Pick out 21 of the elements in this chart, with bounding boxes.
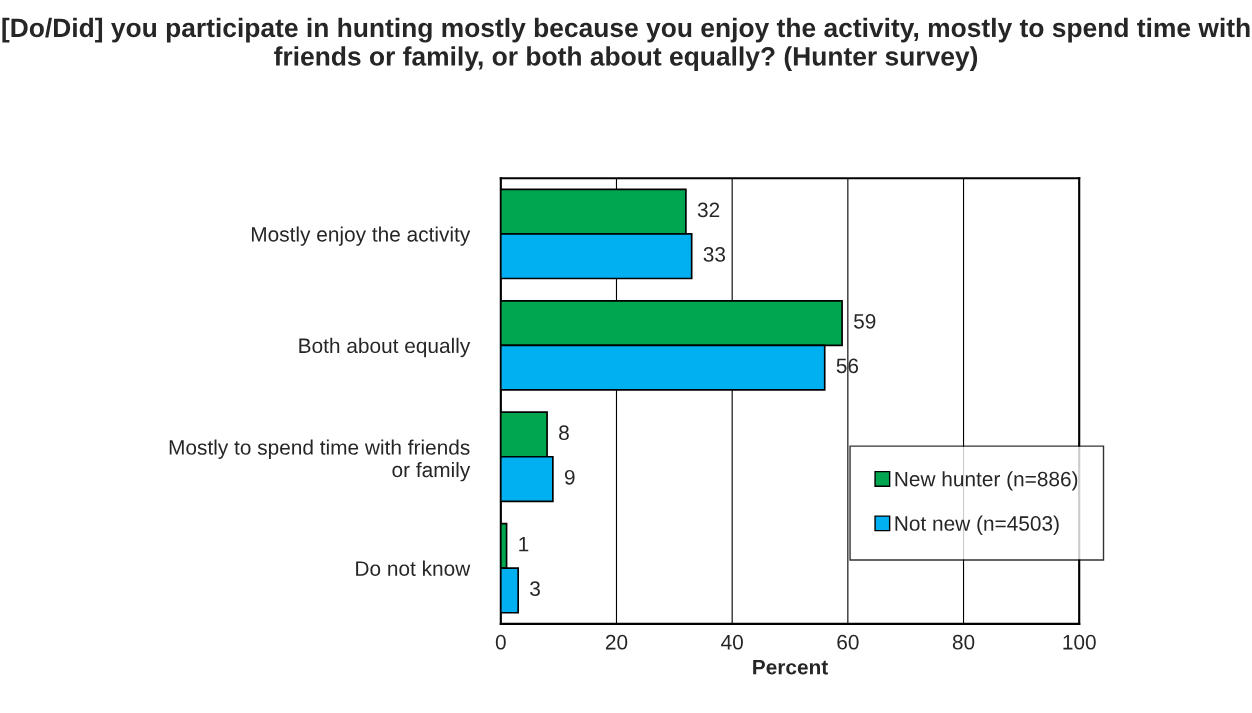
y-tick-label: Mostly enjoy the activity	[251, 226, 471, 246]
x-tick-label: 0	[495, 634, 506, 650]
data-label: 3	[530, 581, 540, 597]
data-label: 8	[559, 425, 569, 441]
data-label: 32	[697, 202, 720, 218]
y-tick-label: Both about equally	[299, 337, 471, 358]
chart-title: [Do/Did] you participate in hunting mostly because you enjoy the activity, mostly to spend time with friends or family, or both about equally? (Hunter survey)	[2, 17, 1250, 71]
y-tick-label: Mostly to spend time with friends or family	[169, 439, 471, 482]
x-tick-label: 80	[952, 634, 975, 650]
data-label: 1	[519, 536, 529, 552]
legend-label: Not new (n=4503)	[895, 515, 1059, 535]
x-tick-label: 40	[721, 634, 743, 650]
x-tick-label: 60	[837, 634, 859, 650]
data-label: 33	[703, 247, 726, 262]
legend-label: New hunter (n=886)	[895, 471, 1078, 491]
x-tick-label: 20	[605, 634, 628, 650]
data-label: 59	[854, 313, 876, 329]
y-tick-label: Do not know	[356, 560, 471, 576]
x-axis-title: Percent	[753, 660, 828, 675]
data-label: 9	[564, 469, 575, 485]
x-tick-label: 100	[1063, 634, 1096, 650]
